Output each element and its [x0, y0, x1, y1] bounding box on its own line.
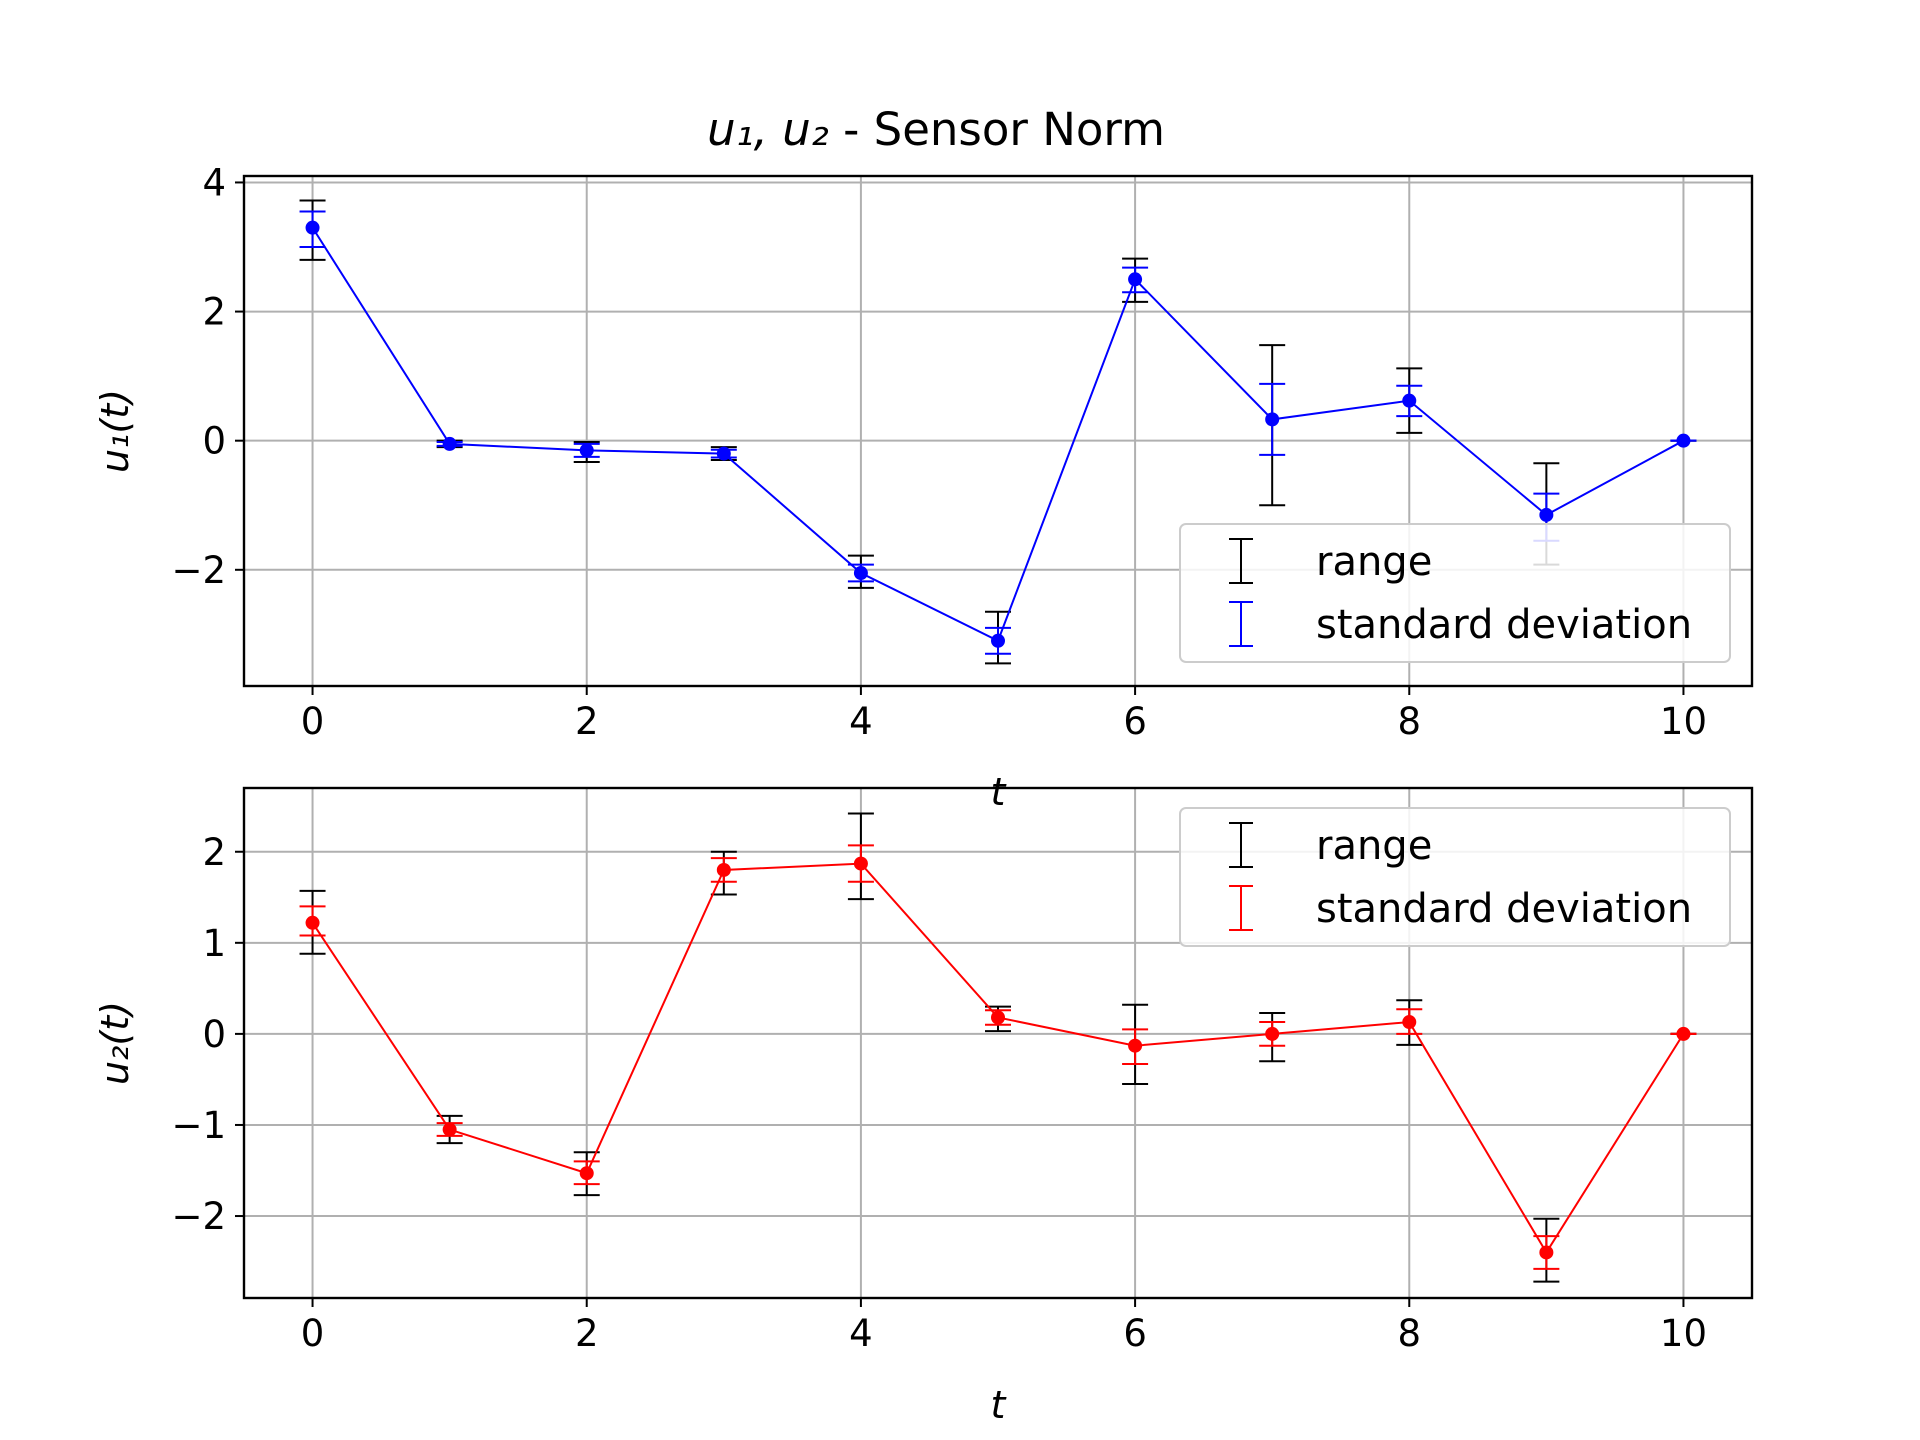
data-point: [305, 915, 320, 930]
x-tick-label: 8: [1397, 1312, 1421, 1355]
data-point: [579, 1166, 594, 1181]
x-axis-label: t: [991, 1383, 1008, 1427]
data-point: [991, 633, 1005, 648]
data-point: [1539, 507, 1554, 522]
x-tick-label: 2: [575, 700, 599, 743]
legend-box: [1179, 523, 1731, 663]
data-point: [1265, 412, 1280, 427]
data-point: [305, 220, 320, 235]
x-tick-label: 10: [1660, 700, 1707, 743]
y-axis-label: u₁(t): [93, 389, 137, 473]
y-tick-label: 4: [202, 161, 226, 204]
x-tick-label: 2: [575, 1312, 599, 1355]
legend-box: [1179, 807, 1731, 947]
legend-label-std: standard deviation: [1316, 886, 1692, 932]
legend-label-std: standard deviation: [1316, 602, 1692, 648]
y-tick-label: −2: [171, 1195, 226, 1238]
y-tick-label: 2: [202, 831, 226, 874]
y-axis-label: u₂(t): [93, 1001, 137, 1085]
x-tick-label: 4: [849, 700, 873, 743]
x-axis-label: t: [991, 770, 1008, 814]
x-tick-label: 0: [301, 1312, 325, 1355]
legend-top: range standard deviation: [1179, 523, 1731, 663]
data-point: [442, 436, 457, 451]
bottom-panel: 0 2 4 6 8 10 −2 −1 0 1 2 t u₂(t) range standard deviat…: [93, 786, 1754, 1427]
data-point: [1128, 272, 1143, 287]
y-tick-label: 0: [202, 420, 226, 463]
data-point: [442, 1122, 457, 1137]
y-tick-label: 1: [202, 922, 226, 965]
top-panel: 0 2 4 6 8 10 −2 0 2 4 t u₁(t) range standard deviatio…: [93, 161, 1754, 814]
data-point: [1676, 433, 1691, 448]
data-point: [991, 1010, 1005, 1025]
figure-title-text: - Sensor Norm: [829, 103, 1165, 156]
y-tick-label: −1: [171, 1104, 226, 1147]
data-point: [716, 862, 731, 877]
axes-frame: [242, 786, 1754, 1300]
data-point: [1128, 1038, 1143, 1053]
data-point: [853, 566, 868, 581]
y-tick-label: 0: [202, 1013, 226, 1056]
data-point: [1265, 1026, 1280, 1041]
data-point: [853, 856, 868, 871]
y-tick-label: 2: [202, 291, 226, 334]
x-tick-label: 4: [849, 1312, 873, 1355]
legend-bottom: range standard deviation: [1179, 807, 1731, 947]
x-tick-label: 6: [1123, 1312, 1147, 1355]
legend-label-range: range: [1316, 823, 1432, 869]
figure-title-math: u₁, u₂: [707, 103, 829, 156]
data-point: [1402, 1015, 1417, 1030]
figure-title: u₁, u₂ - Sensor Norm: [707, 103, 1165, 156]
y-tick-label: −2: [171, 549, 226, 592]
data-point: [1402, 393, 1417, 408]
data-point: [579, 443, 594, 458]
x-tick-label: 8: [1397, 700, 1421, 743]
data-point: [1676, 1026, 1691, 1041]
data-point: [716, 446, 731, 461]
x-tick-label: 0: [301, 700, 325, 743]
x-tick-label: 10: [1660, 1312, 1707, 1355]
x-tick-label: 6: [1123, 700, 1147, 743]
axes-frame: [242, 174, 1754, 688]
legend-label-range: range: [1316, 539, 1432, 585]
data-point: [1539, 1245, 1554, 1260]
